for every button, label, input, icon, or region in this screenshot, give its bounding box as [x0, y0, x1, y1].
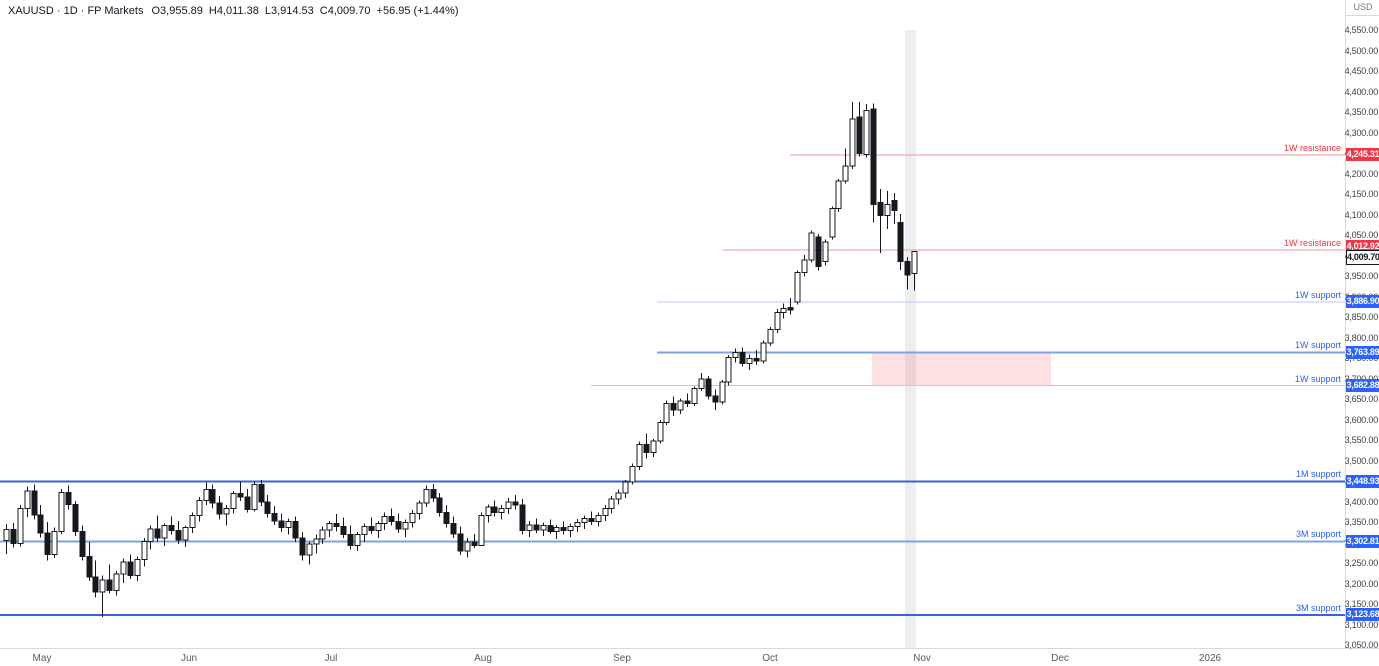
- price-tick: 3,850.00: [1344, 312, 1379, 322]
- chart-pane[interactable]: [0, 0, 1345, 648]
- price-tick: 3,350.00: [1344, 517, 1379, 527]
- month-label-Jul: Jul: [324, 653, 338, 664]
- month-label-Nov: Nov: [913, 653, 931, 664]
- month-label-Aug: Aug: [474, 653, 492, 664]
- price-tick: 4,550.00: [1344, 25, 1379, 35]
- time-axis[interactable]: May Jun Jul Aug Sep Oct Nov Dec 2026: [0, 648, 1379, 666]
- legend-open: O3,955.89: [151, 5, 203, 17]
- price-tick: 3,400.00: [1344, 496, 1379, 507]
- price-tick: 3,050.00: [1344, 640, 1379, 650]
- price-tick: 4,200.00: [1344, 168, 1379, 179]
- price-badge-4245.31: 4,245.31: [1346, 148, 1379, 162]
- price-tick: 4,450.00: [1344, 66, 1379, 76]
- price-tick: 3,650.00: [1344, 394, 1379, 404]
- price-tick: 4,050.00: [1344, 230, 1379, 240]
- price-tick: 3,700.00: [1345, 374, 1379, 384]
- price-badge-3763.89: 3,763.89: [1346, 345, 1379, 359]
- price-tick: 3,250.00: [1344, 558, 1379, 568]
- symbol-title[interactable]: XAUUSD · 1D · FP Markets: [8, 5, 144, 17]
- month-label-Oct: Oct: [762, 653, 778, 664]
- price-tick: 4,150.00: [1344, 189, 1379, 199]
- currency-label[interactable]: USD: [1346, 0, 1379, 16]
- price-tick: 4,300.00: [1344, 127, 1379, 138]
- price-axis[interactable]: USD 4,550.00 4,500.00 4,450.00 4,400.00 4,35…: [1344, 0, 1379, 650]
- price-badge-3886.90: 3,886.90: [1346, 295, 1379, 309]
- price-tick: 3,550.00: [1344, 435, 1379, 445]
- price-badge-3123.68: 3,123.68: [1346, 608, 1379, 622]
- price-badge-3302.81: 3,302.81: [1346, 534, 1379, 548]
- price-tick: 3,150.00: [1344, 599, 1379, 609]
- current-price-badge: 4,009.70: [1346, 250, 1379, 266]
- price-tick: 3,600.00: [1344, 414, 1379, 425]
- current-bar-highlight: [905, 30, 916, 648]
- price-tick: 3,100.00: [1344, 619, 1379, 630]
- price-tick: 3,950.00: [1344, 271, 1379, 281]
- legend-change: +56.95 (+1.44%): [376, 5, 459, 17]
- month-label-Jun: Jun: [180, 653, 198, 664]
- legend-high: H4,011.38: [208, 5, 259, 17]
- legend-low: L3,914.53: [264, 5, 314, 17]
- month-label-2026: 2026: [1198, 653, 1222, 664]
- month-label-May: May: [32, 653, 52, 664]
- price-tick: 3,500.00: [1344, 455, 1379, 466]
- price-tick: 3,800.00: [1344, 332, 1379, 343]
- price-tick: 4,350.00: [1344, 107, 1379, 117]
- month-label-Sep: Sep: [613, 653, 631, 664]
- symbol-legend: XAUUSD · 1D · FP Markets O3,955.89 H4,011…: [8, 5, 458, 17]
- legend-close: C4,009.70: [319, 5, 371, 17]
- supply-zone-rectangle[interactable]: [872, 352, 1051, 386]
- ohlc-values: O3,955.89 H4,011.38 L3,914.53 C4,009.70 +56.…: [152, 5, 459, 17]
- price-tick: 3,200.00: [1344, 578, 1379, 589]
- price-badge-4012.92: 4,012.92: [1346, 239, 1379, 253]
- candles: [3, 102, 918, 618]
- price-tick: 4,500.00: [1344, 45, 1379, 56]
- price-tick: 4,100.00: [1344, 209, 1379, 220]
- month-label-Dec: Dec: [1051, 653, 1069, 664]
- price-badge-3448.93: 3,448.93: [1346, 474, 1379, 488]
- price-badge-3682.88: 3,682.88: [1346, 379, 1379, 393]
- price-tick: 4,400.00: [1344, 86, 1379, 97]
